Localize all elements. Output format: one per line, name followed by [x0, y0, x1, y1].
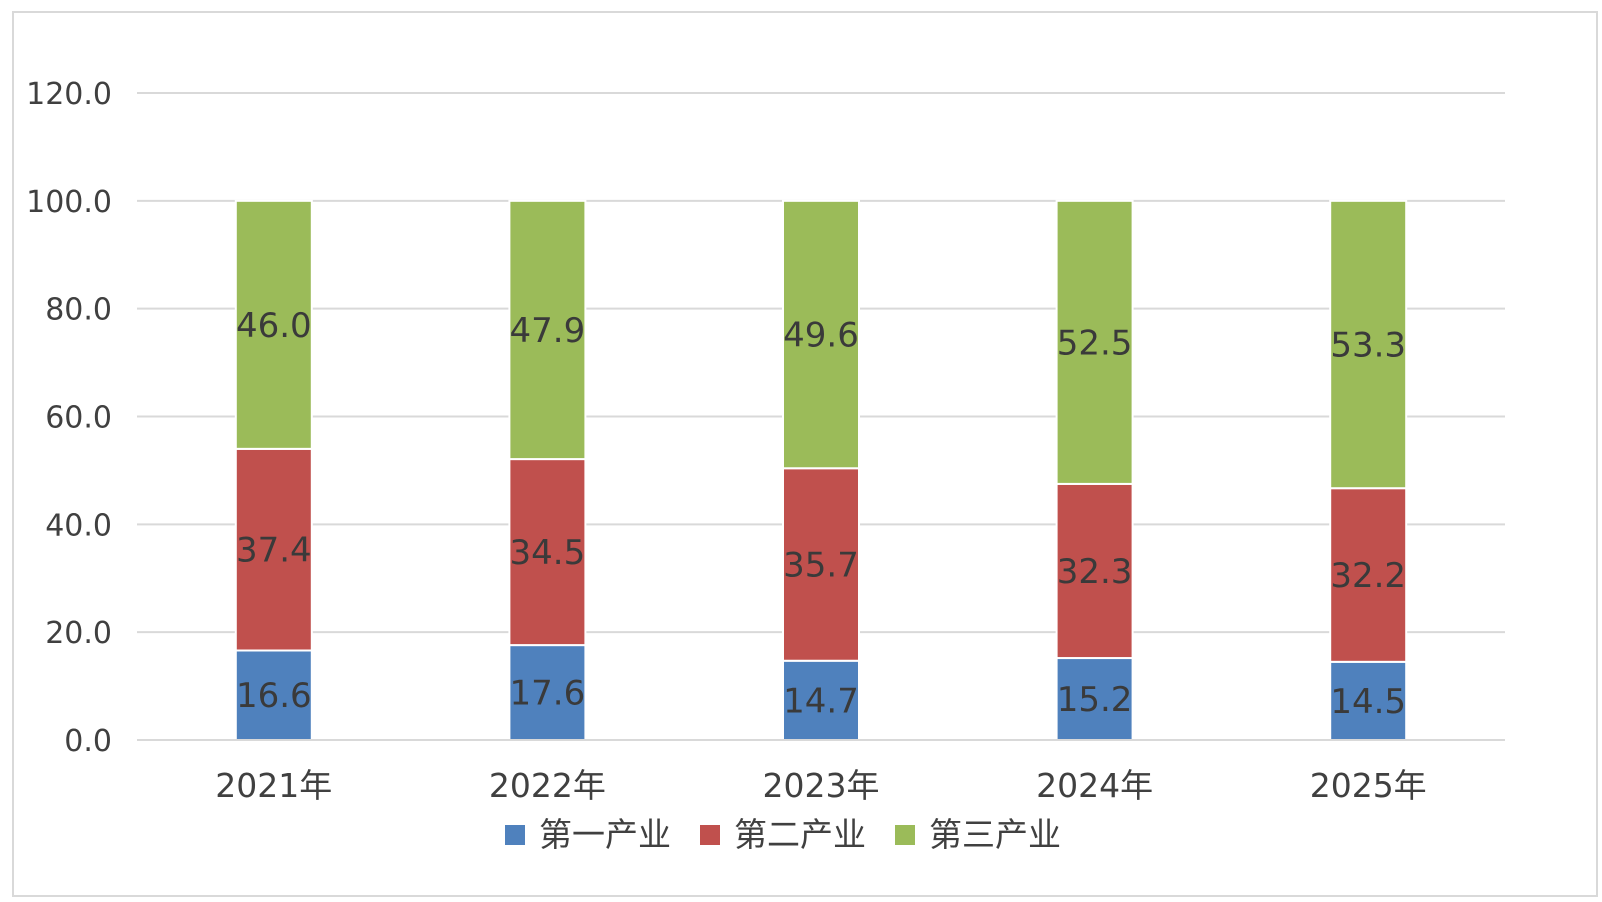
- bar-segment: [508, 458, 587, 647]
- data-label: 16.6: [236, 676, 312, 716]
- x-tick-label: 2025年: [1310, 766, 1427, 805]
- legend: 第一产业 第二产业 第三产业: [505, 815, 1061, 854]
- y-tick-label: 80.0: [45, 293, 112, 328]
- y-tick-label: 0.0: [64, 724, 112, 759]
- bars: [234, 199, 1408, 742]
- legend-label: 第一产业: [539, 815, 671, 854]
- data-label: 32.3: [1057, 552, 1133, 592]
- bar-segment: [234, 649, 313, 742]
- x-tick-label: 2021年: [215, 766, 332, 805]
- data-label: 17.6: [510, 674, 586, 714]
- data-label: 46.0: [236, 306, 312, 346]
- bar-segment: [782, 659, 860, 741]
- y-tick-label: 120.0: [26, 77, 112, 112]
- legend-label: 第二产业: [734, 815, 866, 854]
- data-label: 52.5: [1057, 323, 1133, 363]
- x-tick-label: 2023年: [763, 766, 880, 805]
- data-label: 53.3: [1330, 326, 1406, 366]
- data-label: 47.9: [510, 311, 586, 351]
- data-label: 37.4: [236, 531, 312, 571]
- bar-segment: [1329, 487, 1408, 663]
- bar-segment: [1329, 660, 1408, 742]
- bar-segment: [1055, 199, 1134, 485]
- bar-segment: [782, 199, 860, 470]
- y-tick-label: 60.0: [45, 401, 112, 436]
- legend-label: 第三产业: [929, 815, 1061, 854]
- legend-swatch: [505, 825, 525, 845]
- bar-segment: [1329, 199, 1408, 490]
- x-tick-label: 2022年: [489, 766, 606, 805]
- data-label: 32.2: [1330, 556, 1406, 596]
- legend-swatch: [895, 825, 915, 845]
- data-label: 49.6: [783, 316, 859, 356]
- data-label: 34.5: [510, 533, 586, 573]
- data-label: 35.7: [783, 546, 859, 586]
- legend-swatch: [700, 825, 720, 845]
- y-tick-label: 100.0: [26, 185, 112, 220]
- data-label: 15.2: [1057, 680, 1133, 720]
- bar-segment: [782, 467, 860, 662]
- x-axis: 2021年 2022年 2023年 2024年 2025年: [137, 739, 1505, 805]
- bar-segment: [508, 644, 587, 742]
- x-tick-label: 2024年: [1036, 766, 1153, 805]
- bar-segment: [508, 199, 587, 461]
- y-axis-tick-labels: 0.0 20.0 40.0 60.0 80.0 100.0 120.0: [26, 77, 112, 759]
- data-label: 14.5: [1330, 682, 1406, 722]
- data-labels: 16.6 37.4 46.0 17.6 34.5 47.9 14.7 35.7 49.6 15.2…: [236, 306, 1406, 722]
- bar-segment: [234, 199, 313, 450]
- y-tick-label: 40.0: [45, 508, 112, 543]
- y-tick-label: 20.0: [45, 616, 112, 651]
- bar-segment: [234, 447, 313, 652]
- data-label: 14.7: [783, 681, 859, 721]
